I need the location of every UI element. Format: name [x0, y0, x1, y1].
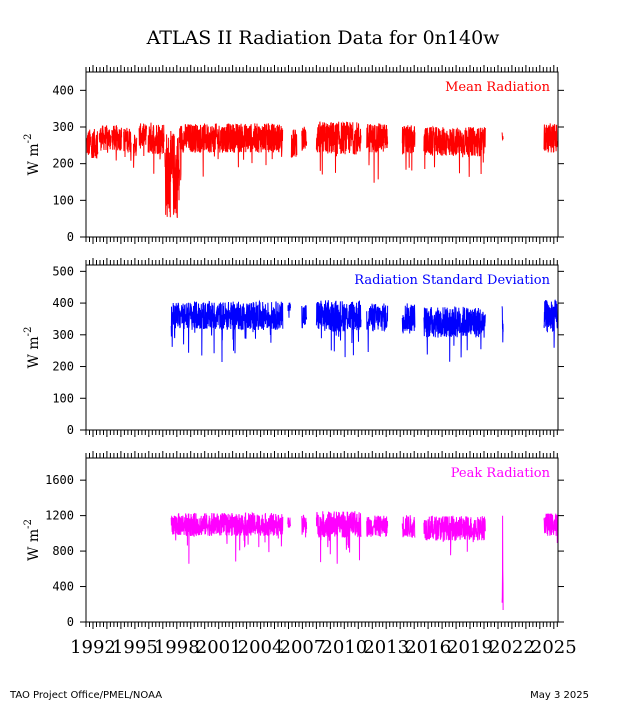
- y-axis-label: W m-2: [23, 327, 42, 369]
- y-tick-label: 800: [52, 544, 74, 558]
- series-mean: [86, 121, 558, 218]
- y-axis-label-superscript: -2: [23, 134, 34, 144]
- x-tick-label: 2019: [447, 637, 493, 658]
- panel-frame: [85, 71, 559, 238]
- y-tick-label: 200: [52, 157, 74, 171]
- y-axis-label-base: W m: [26, 143, 42, 175]
- x-tick-label: 2001: [196, 637, 242, 658]
- y-axis-label-superscript: -2: [23, 519, 34, 529]
- x-ticks-mean: [85, 65, 558, 244]
- y-axis-label: W m-2: [23, 519, 42, 561]
- series-peak: [170, 511, 558, 611]
- y-tick-label: 500: [52, 264, 74, 278]
- y-tick-label: 0: [67, 615, 74, 629]
- x-tick-label: 2007: [280, 637, 326, 658]
- y-tick-label: 300: [52, 120, 74, 134]
- y-tick-label: 1200: [45, 509, 74, 523]
- legend-stddev: Radiation Standard Deviation: [354, 273, 550, 288]
- panel-frame: [85, 457, 559, 623]
- x-ticks-peak: [85, 451, 558, 629]
- y-axis-label-base: W m: [26, 529, 42, 561]
- y-tick-label: 400: [52, 296, 74, 310]
- y-tick-label: 300: [52, 328, 74, 342]
- y-tick-label: 1600: [45, 473, 74, 487]
- x-tick-label: 2013: [363, 637, 409, 658]
- x-tick-label: 1998: [154, 637, 200, 658]
- y-axis-label-base: W m: [26, 336, 42, 368]
- y-tick-label: 200: [52, 360, 74, 374]
- y-axis-label: W m-2: [23, 134, 42, 176]
- panel-mean: 0 100 200 300 400 W m-2 Mean Radiation: [23, 65, 564, 244]
- legend-mean: Mean Radiation: [445, 80, 551, 95]
- series-stddev: [170, 299, 558, 363]
- y-tick-label: 0: [67, 230, 74, 244]
- y-tick-label: 100: [52, 391, 74, 405]
- y-tick-label: 0: [67, 423, 74, 437]
- x-ticks-stddev: [85, 258, 558, 437]
- y-tick-label: 400: [52, 83, 74, 97]
- footer-credit: TAO Project Office/PMEL/NOAA: [10, 690, 163, 701]
- panel-frame: [85, 264, 559, 431]
- x-tick-label: 2025: [531, 637, 577, 658]
- y-tick-label: 400: [52, 580, 74, 594]
- x-tick-label: 2010: [321, 637, 367, 658]
- panel-stddev: 0 100 200 300 400 500 W m-2 Radiation Standard …: [23, 258, 564, 437]
- x-tick-label: 2022: [489, 637, 535, 658]
- x-tick-label: 1995: [112, 637, 158, 658]
- x-axis-tick-labels: 1992199519982001200420072010201320162019…: [70, 637, 577, 658]
- legend-peak: Peak Radiation: [451, 466, 551, 481]
- x-tick-label: 1992: [70, 637, 116, 658]
- y-tick-label: 100: [52, 193, 74, 207]
- footer-date: May 3 2025: [530, 690, 589, 701]
- x-tick-label: 2016: [405, 637, 451, 658]
- chart-title: ATLAS II Radiation Data for 0n140w: [146, 27, 501, 49]
- y-axis-label-superscript: -2: [23, 327, 34, 337]
- x-tick-label: 2004: [238, 637, 284, 658]
- panel-peak: 0 400 800 1200 1600 W m-2 Peak Radiation: [23, 451, 564, 629]
